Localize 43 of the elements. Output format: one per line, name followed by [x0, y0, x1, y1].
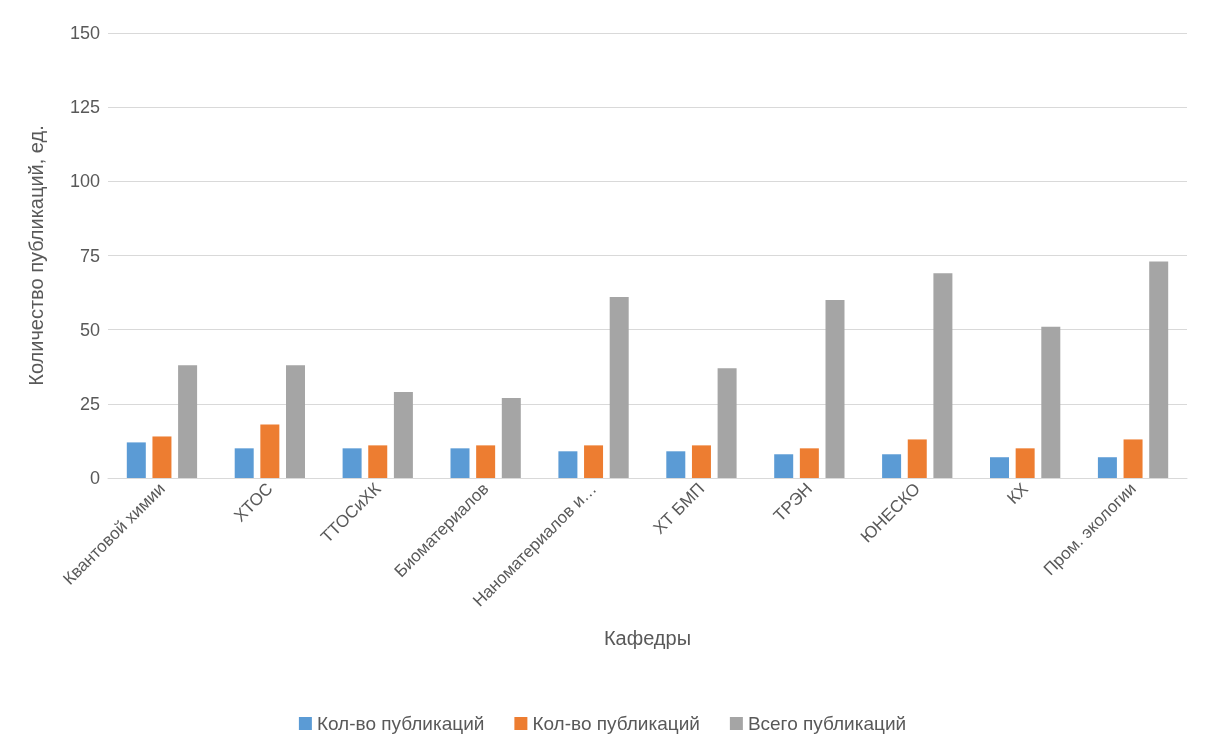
bar — [774, 454, 794, 478]
bar — [584, 445, 604, 478]
bar — [368, 445, 388, 478]
bar — [393, 391, 413, 478]
bar — [1097, 457, 1117, 478]
y-tick-label: 150 — [69, 23, 100, 43]
bar — [476, 445, 496, 478]
bar — [342, 448, 362, 478]
bar — [799, 448, 819, 478]
bar — [234, 448, 254, 478]
y-tick-label: 0 — [89, 468, 100, 488]
legend-label: Кол-во публикаций — [532, 713, 700, 734]
bar — [286, 365, 305, 478]
bar — [1123, 439, 1143, 478]
bar — [882, 454, 902, 478]
bar — [609, 297, 629, 478]
bar — [1149, 261, 1169, 478]
bar — [825, 300, 845, 478]
bar — [501, 397, 521, 478]
legend-label: Кол-во публикаций — [316, 713, 485, 734]
bar — [990, 457, 1009, 478]
bar — [260, 424, 280, 478]
bar — [152, 436, 172, 478]
bar — [933, 273, 953, 478]
y-axis-title: Количество публикаций, ед. — [25, 125, 47, 386]
bar — [1041, 326, 1061, 478]
x-axis-title: Кафедры — [603, 627, 692, 649]
bar — [691, 445, 711, 478]
bar — [1015, 448, 1035, 478]
bar — [558, 451, 578, 478]
y-tick-label: 100 — [69, 171, 100, 192]
legend-label: Всего публикаций — [747, 713, 907, 734]
y-tick-label: 25 — [79, 393, 100, 414]
y-tick-label: 75 — [79, 245, 100, 266]
bar — [717, 368, 737, 478]
y-tick-label: 50 — [79, 319, 100, 340]
bar — [666, 451, 686, 478]
y-tick-label: 125 — [69, 97, 100, 118]
bar — [450, 448, 470, 478]
x-tick-label: КХ — [1003, 479, 1032, 508]
bar — [907, 439, 927, 478]
bar — [178, 365, 198, 478]
bar — [126, 442, 146, 478]
